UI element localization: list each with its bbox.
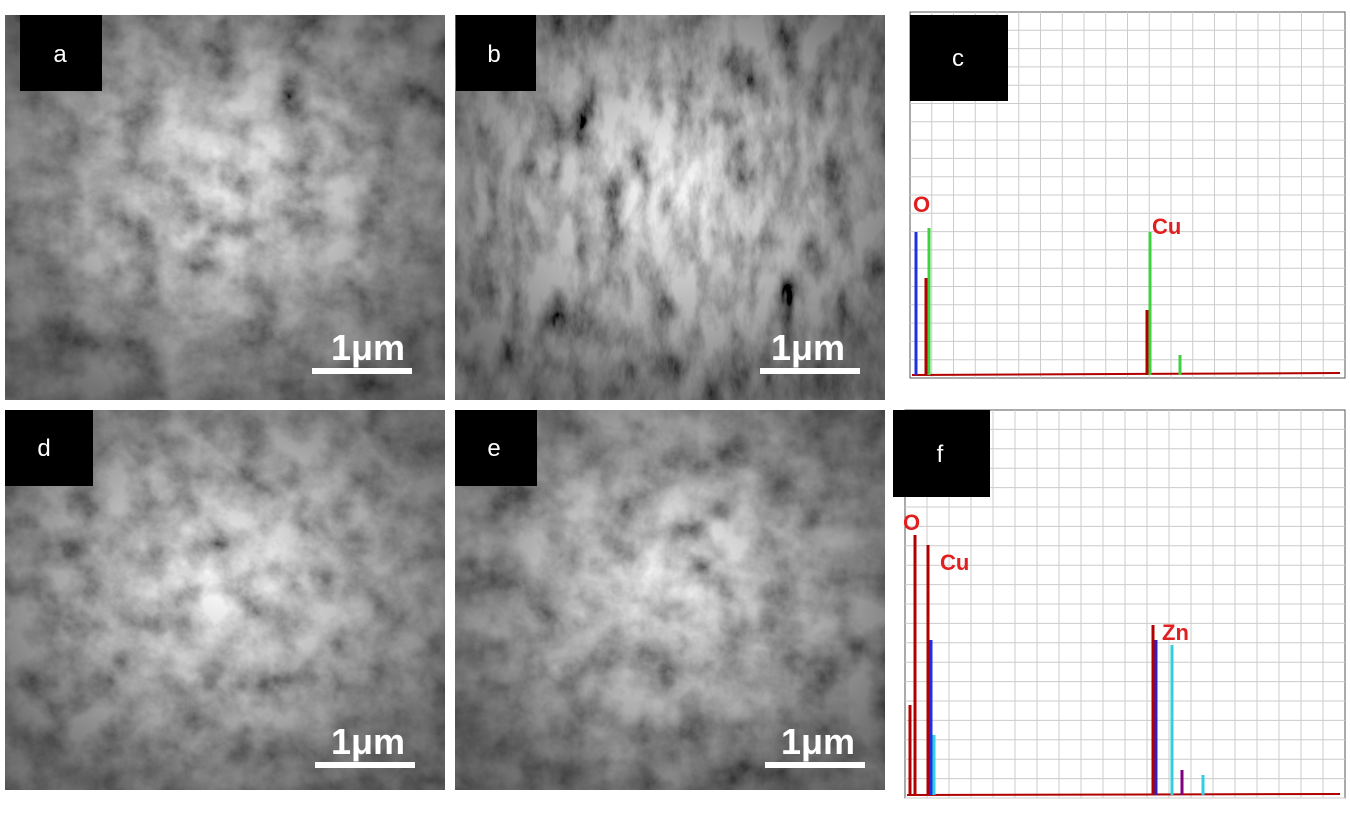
panel-label: c <box>952 45 964 72</box>
scale-bar: 1μm <box>315 721 415 768</box>
element-label: O <box>903 510 920 535</box>
element-label: Zn <box>1162 620 1189 645</box>
scale-bar-text: 1μm <box>331 721 405 762</box>
scale-bar-text: 1μm <box>771 327 845 368</box>
panel-label: e <box>487 435 500 462</box>
panel-label: f <box>937 441 944 468</box>
panel-label: d <box>37 435 50 462</box>
panel-label: b <box>487 41 500 68</box>
scale-bar: 1μm <box>765 721 865 768</box>
figure: a b c d e f 1μm 1μm 1μm 1μm O Cu O Cu Zn <box>0 0 1350 822</box>
element-label: O <box>913 192 930 217</box>
scale-bar-text: 1μm <box>781 721 855 762</box>
element-label: Cu <box>1152 214 1181 239</box>
panel-label: a <box>53 41 67 68</box>
scale-bar: 1μm <box>760 327 860 374</box>
element-label: Cu <box>940 550 969 575</box>
scale-bar-text: 1μm <box>331 327 405 368</box>
